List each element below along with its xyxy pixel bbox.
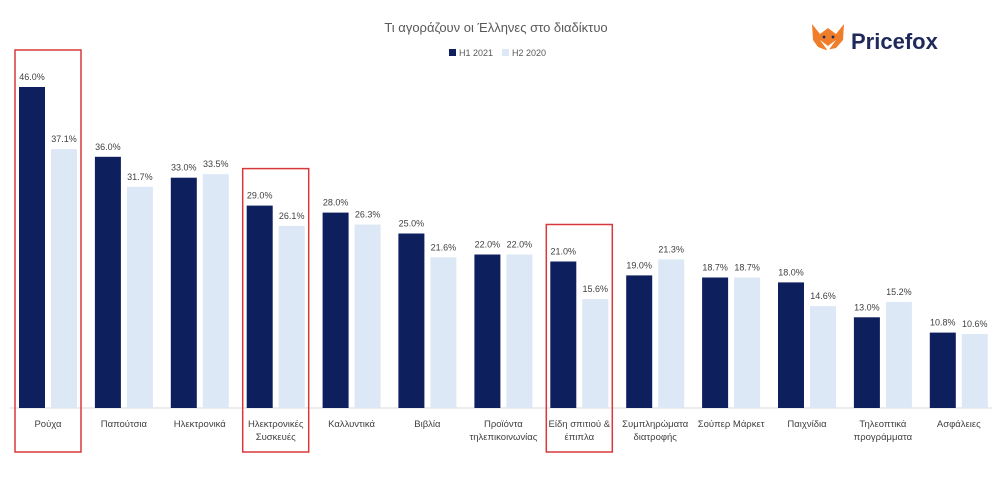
category-label-είδη-σπιτιού-έπιπλα-line-1: Είδη σπιτιού & <box>549 419 611 430</box>
bar-h2-2020-ηλεκτρονικά <box>202 174 229 408</box>
bar-h2-2020-προϊόντα-τηλεπικοινωνίας <box>506 254 533 408</box>
category-label-ασφάλειες: Ασφάλειες <box>937 419 981 430</box>
value-label-h1-2021-παιχνίδια: 18.0% <box>778 267 804 277</box>
value-label-h2-2020-τηλεοπτικά-προγράμματα: 15.2% <box>886 287 912 297</box>
bar-h1-2021-συμπληρώματα-διατροφής <box>626 275 653 408</box>
bar-h1-2021-προϊόντα-τηλεπικοινωνίας <box>474 254 501 408</box>
value-label-h1-2021-ασφάλειες: 10.8% <box>930 318 956 328</box>
legend-swatch-h2-2020 <box>502 49 509 56</box>
bar-h2-2020-βιβλία <box>430 257 457 408</box>
brand-logo: Pricefox <box>812 24 939 54</box>
value-label-h1-2021-σούπερ-μάρκετ: 18.7% <box>702 263 728 273</box>
value-label-h1-2021-ηλεκτρονικές-συσκευές: 29.0% <box>247 191 273 201</box>
value-labels-group: 46.0% 37.1% 36.0% 31.7% 33.0% 33.5% 29.0% 26.1%… <box>19 72 987 329</box>
category-label-παιχνίδια: Παιχνίδια <box>787 419 827 430</box>
legend-label-h1-2021: H1 2021 <box>459 48 493 58</box>
value-label-h1-2021-είδη-σπιτιού-έπιπλα: 21.0% <box>551 247 577 257</box>
category-label-συμπληρώματα-διατροφής-line-1: Συμπληρώματα <box>622 419 689 430</box>
bar-h2-2020-ηλεκτρονικές-συσκευές <box>278 225 305 408</box>
value-label-h1-2021-ηλεκτρονικά: 33.0% <box>171 163 197 173</box>
value-label-h2-2020-ασφάλειες: 10.6% <box>962 319 988 329</box>
chart-title: Τι αγοράζουν οι Έλληνες στο διαδίκτυο <box>384 20 607 35</box>
fox-icon <box>812 24 844 51</box>
value-label-h2-2020-βιβλία: 21.6% <box>431 242 457 252</box>
legend: H1 2021 H2 2020 <box>449 48 546 58</box>
bar-h1-2021-είδη-σπιτιού-έπιπλα <box>550 261 577 408</box>
value-label-h1-2021-προϊόντα-τηλεπικοινωνίας: 22.0% <box>475 240 501 250</box>
highlight-boxes-group <box>14 49 614 453</box>
category-label-ρούχα: Ρούχα <box>34 419 62 430</box>
value-label-h1-2021-συμπληρώματα-διατροφής: 19.0% <box>626 260 652 270</box>
legend-swatch-h1-2021 <box>449 49 456 56</box>
value-label-h1-2021-τηλεοπτικά-προγράμματα: 13.0% <box>854 302 880 312</box>
bars-group <box>19 87 988 408</box>
bar-h2-2020-ασφάλειες <box>961 334 988 408</box>
value-label-h1-2021-ρούχα: 46.0% <box>19 72 45 82</box>
value-label-h2-2020-ηλεκτρονικές-συσκευές: 26.1% <box>279 211 305 221</box>
value-label-h1-2021-βιβλία: 25.0% <box>399 219 425 229</box>
highlight-box-είδη-σπιτιού-έπιπλα <box>545 223 614 453</box>
bar-h2-2020-παπούτσια <box>126 186 153 408</box>
category-label-παπούτσια: Παπούτσια <box>101 419 148 430</box>
value-label-h2-2020-προϊόντα-τηλεπικοινωνίας: 22.0% <box>507 240 533 250</box>
value-label-h2-2020-παπούτσια: 31.7% <box>127 172 153 182</box>
bar-h2-2020-καλλυντικά <box>354 224 381 408</box>
bar-h1-2021-σούπερ-μάρκετ <box>702 277 729 408</box>
bar-h1-2021-παπούτσια <box>94 156 121 408</box>
category-label-ηλεκτρονικά: Ηλεκτρονικά <box>174 419 227 430</box>
category-label-καλλυντικά: Καλλυντικά <box>328 419 375 430</box>
bar-h2-2020-παιχνίδια <box>810 306 836 408</box>
bar-h2-2020-τηλεοπτικά-προγράμματα <box>885 301 912 408</box>
brand-name: Pricefox <box>851 29 939 54</box>
bar-h2-2020-είδη-σπιτιού-έπιπλα <box>582 299 609 408</box>
category-label-τηλεοπτικά-προγράμματα-line-2: προγράμματα <box>854 432 913 443</box>
category-label-ηλεκτρονικές-συσκευές-line-1: Ηλεκτρονικές <box>248 419 304 430</box>
bar-h2-2020-συμπληρώματα-διατροφής <box>658 259 685 408</box>
value-label-h1-2021-παπούτσια: 36.0% <box>95 142 121 152</box>
bar-h1-2021-ηλεκτρονικές-συσκευές <box>246 205 273 408</box>
value-label-h2-2020-ηλεκτρονικά: 33.5% <box>203 159 229 169</box>
value-label-h2-2020-παιχνίδια: 14.6% <box>810 291 836 301</box>
bar-h1-2021-ηλεκτρονικά <box>170 177 197 408</box>
category-label-προϊόντα-τηλεπικοινωνίας-line-2: τηλεπικοινωνίας <box>469 432 537 443</box>
category-labels-group: Ρούχα Παπούτσια Ηλεκτρονικά Ηλεκτρονικές Συσ… <box>34 419 981 443</box>
value-label-h1-2021-καλλυντικά: 28.0% <box>323 198 349 208</box>
bar-h1-2021-ρούχα <box>19 87 45 408</box>
bar-h1-2021-παιχνίδια <box>778 282 804 408</box>
bar-h2-2020-ρούχα <box>51 149 77 408</box>
highlight-box-ρούχα <box>14 49 82 453</box>
value-label-h2-2020-καλλυντικά: 26.3% <box>355 210 381 220</box>
bar-h1-2021-βιβλία <box>398 233 425 408</box>
category-label-συμπληρώματα-διατροφής-line-2: διατροφής <box>634 432 678 443</box>
category-label-είδη-σπιτιού-έπιπλα-line-2: έπιπλα <box>565 432 595 443</box>
value-label-h2-2020-σούπερ-μάρκετ: 18.7% <box>734 263 760 273</box>
legend-label-h2-2020: H2 2020 <box>512 48 546 58</box>
bar-h1-2021-τηλεοπτικά-προγράμματα <box>853 317 880 408</box>
category-label-σούπερ-μάρκετ: Σούπερ Μάρκετ <box>698 419 765 430</box>
value-label-h2-2020-ρούχα: 37.1% <box>51 134 77 144</box>
category-label-προϊόντα-τηλεπικοινωνίας-line-1: Προϊόντα <box>484 419 523 430</box>
highlight-box-ηλεκτρονικές-συσκευές <box>241 167 310 453</box>
category-label-τηλεοπτικά-προγράμματα-line-1: Τηλεοπτικά <box>859 419 907 430</box>
value-label-h2-2020-συμπληρώματα-διατροφής: 21.3% <box>658 244 684 254</box>
bar-h1-2021-ασφάλειες <box>929 332 956 408</box>
category-label-βιβλία: Βιβλία <box>414 419 441 430</box>
bar-h2-2020-σούπερ-μάρκετ <box>734 277 761 408</box>
bar-h1-2021-καλλυντικά <box>322 212 349 408</box>
value-label-h2-2020-είδη-σπιτιού-έπιπλα: 15.6% <box>583 284 609 294</box>
category-label-ηλεκτρονικές-συσκευές-line-2: Συσκευές <box>256 432 296 443</box>
